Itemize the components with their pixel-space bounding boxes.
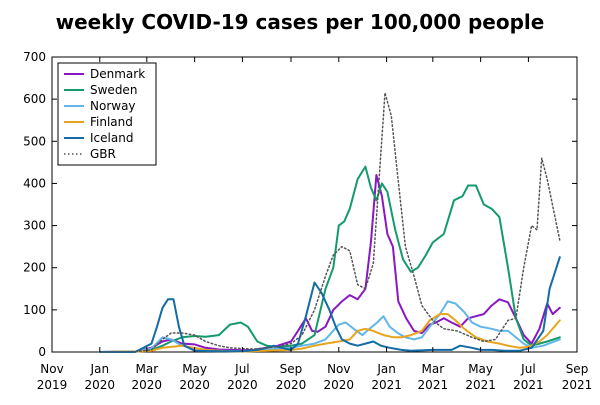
x-tick-label-year: 2021 bbox=[371, 378, 402, 392]
x-tick-label-year: 2020 bbox=[276, 378, 307, 392]
y-tick-label: 300 bbox=[23, 219, 46, 233]
y-tick-label: 100 bbox=[23, 303, 46, 317]
y-tick-label: 400 bbox=[23, 176, 46, 190]
x-tick-label-month: Jul bbox=[234, 362, 249, 376]
x-tick-label-month: Jan bbox=[90, 362, 110, 376]
x-tick-label-month: Nov bbox=[40, 362, 63, 376]
y-tick-label: 0 bbox=[38, 345, 46, 359]
x-tick-label-month: Jul bbox=[520, 362, 535, 376]
y-tick-label: 600 bbox=[23, 92, 46, 106]
y-tick-label: 200 bbox=[23, 261, 46, 275]
x-tick-label-year: 2019 bbox=[37, 378, 68, 392]
x-tick-label-month: Nov bbox=[327, 362, 350, 376]
series-line-gbr bbox=[99, 92, 561, 353]
legend-label-gbr: GBR bbox=[90, 147, 116, 161]
series-line-finland bbox=[98, 313, 561, 353]
x-tick-label-month: Mar bbox=[422, 362, 445, 376]
x-tick-label-month: Sep bbox=[566, 362, 589, 376]
x-tick-label-year: 2021 bbox=[465, 378, 496, 392]
series-line-denmark bbox=[98, 174, 561, 353]
x-tick-label-year: 2021 bbox=[418, 378, 449, 392]
legend-label-norway: Norway bbox=[90, 99, 136, 113]
x-tick-label-month: May bbox=[468, 362, 493, 376]
legend: Denmark Sweden Norway Finland Iceland GBR bbox=[57, 62, 157, 166]
x-tick-label-month: May bbox=[182, 362, 207, 376]
x-tick-label-year: 2021 bbox=[513, 378, 544, 392]
y-tick-label: 700 bbox=[23, 50, 46, 64]
x-tick-label-year: 2020 bbox=[324, 378, 355, 392]
legend-label-iceland: Iceland bbox=[90, 131, 133, 145]
legend-label-finland: Finland bbox=[90, 115, 133, 129]
x-tick-label-month: Mar bbox=[135, 362, 158, 376]
x-tick-label-year: 2021 bbox=[562, 378, 593, 392]
chart-title: weekly COVID-19 cases per 100,000 people bbox=[55, 10, 545, 34]
legend-box bbox=[57, 62, 157, 166]
series-line-iceland bbox=[98, 256, 561, 353]
series-line-sweden bbox=[98, 165, 561, 353]
y-tick-label: 500 bbox=[23, 134, 46, 148]
x-tick-label-year: 2020 bbox=[132, 378, 163, 392]
x-tick-label-month: Sep bbox=[280, 362, 303, 376]
series-layer bbox=[98, 92, 561, 353]
axis-layer: 0 100 200 300 400 500 600 700 Nov 2019 Jan 2020 Mar 2… bbox=[23, 50, 592, 392]
legend-label-sweden: Sweden bbox=[90, 83, 137, 97]
x-tick-label-month: Jan bbox=[376, 362, 396, 376]
x-tick-label-year: 2020 bbox=[179, 378, 210, 392]
x-tick-label-year: 2020 bbox=[85, 378, 116, 392]
x-tick-label-year: 2020 bbox=[227, 378, 258, 392]
legend-label-denmark: Denmark bbox=[90, 67, 145, 81]
